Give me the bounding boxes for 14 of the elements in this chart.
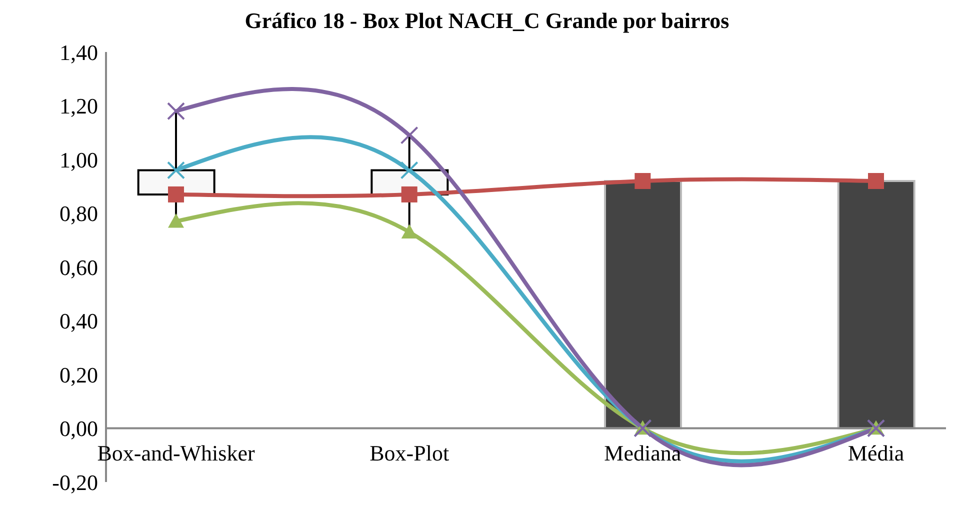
chart-title: Gráfico 18 - Box Plot NACH_C Grande por bairros: [244, 8, 730, 35]
x-tick-label: Box-Plot: [370, 440, 450, 466]
x-tick-label: Mediana: [604, 440, 682, 466]
x-tick-label: Box-and-Whisker: [97, 440, 256, 466]
y-tick-label: 1,00: [60, 147, 98, 172]
y-tick-label: -0,20: [52, 470, 98, 495]
y-tick-label: 0,40: [60, 308, 98, 334]
y-tick-label: 0,80: [60, 201, 98, 226]
y-tick-label: 1,40: [60, 40, 98, 65]
y-tick-label: 0,20: [60, 362, 98, 388]
y-tick-label: 1,20: [60, 94, 98, 119]
y-tick-label: 0,00: [60, 416, 98, 442]
y-tick-label: 0,60: [60, 254, 98, 280]
x-tick-label: Média: [848, 440, 904, 466]
